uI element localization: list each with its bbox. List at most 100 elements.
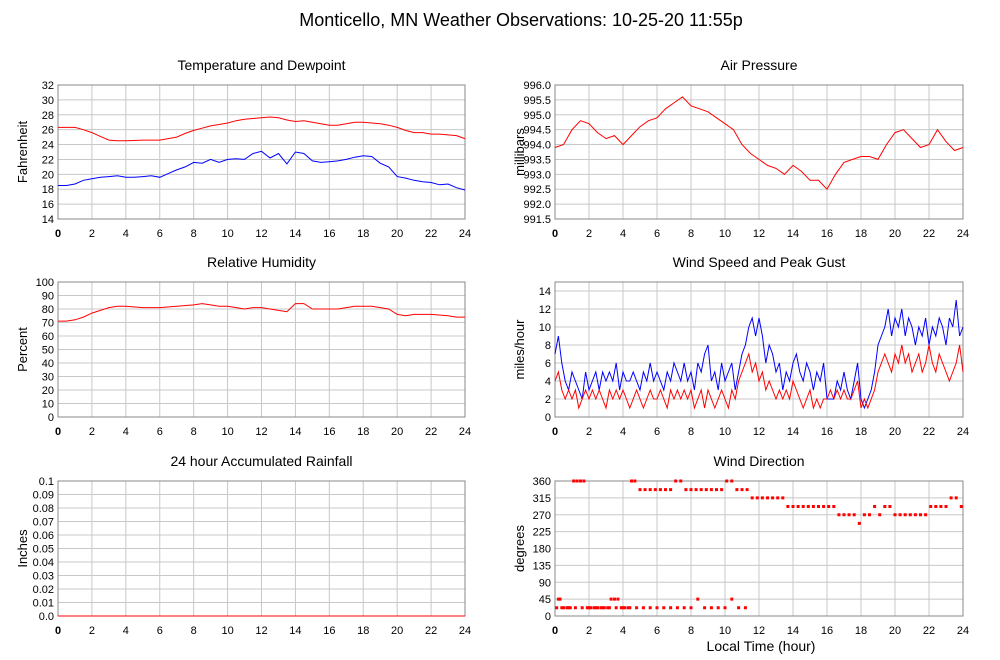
direction-point xyxy=(720,488,724,492)
direction-point xyxy=(558,597,562,601)
temp-xtick-label: 24 xyxy=(459,228,471,240)
direction-point xyxy=(737,606,741,610)
direction-point xyxy=(641,606,645,610)
direction-point xyxy=(602,606,606,610)
direction-ytick-label: 360 xyxy=(533,476,551,488)
pressure-xtick-label: 4 xyxy=(620,228,626,240)
direction-point xyxy=(893,513,897,517)
direction-point xyxy=(555,606,559,610)
direction-point xyxy=(954,496,958,500)
wind-ytick-label: 4 xyxy=(545,376,551,388)
humidity-xtick-label: 0 xyxy=(55,426,61,438)
direction-ytick-label: 0 xyxy=(545,611,551,623)
direction-point xyxy=(606,606,610,610)
direction-point xyxy=(735,488,739,492)
humidity-xtick-label: 6 xyxy=(157,426,163,438)
humidity-ytick-label: 80 xyxy=(42,304,54,316)
direction-point xyxy=(679,479,683,483)
pressure-ytick-label: 994.0 xyxy=(523,140,551,152)
direction-xtick-label: 12 xyxy=(753,625,765,637)
temp-ytick-label: 22 xyxy=(42,154,54,166)
direction-point xyxy=(755,496,759,500)
humidity-ytick-label: 10 xyxy=(42,399,54,411)
pressure-xtick-label: 16 xyxy=(821,228,833,240)
temp-plot-frame xyxy=(57,84,466,220)
temp-xtick-label: 10 xyxy=(221,228,233,240)
temp-series-2-line xyxy=(58,150,466,191)
direction-point xyxy=(709,606,713,610)
direction-xtick-label: 20 xyxy=(889,625,901,637)
temp-y-axis-label: Fahrenheit xyxy=(15,121,30,184)
humidity-plot-frame xyxy=(57,281,466,418)
direction-point xyxy=(750,496,754,500)
direction-point xyxy=(766,496,769,500)
temp-series-1-line xyxy=(58,116,466,142)
humidity-title: Relative Humidity xyxy=(207,254,316,270)
direction-point xyxy=(924,513,928,517)
direction-point xyxy=(630,479,633,483)
humidity-y-axis-label: Percent xyxy=(15,327,30,372)
direction-point xyxy=(638,488,642,492)
direction-point xyxy=(664,488,667,492)
direction-point xyxy=(648,606,652,610)
direction-point xyxy=(579,479,582,483)
humidity-ytick-label: 100 xyxy=(36,277,54,289)
temp-xtick-label: 0 xyxy=(55,228,61,240)
rain-ytick-label: 0.07 xyxy=(33,517,54,529)
direction-point xyxy=(730,479,734,483)
rain-xtick-label: 14 xyxy=(289,625,301,637)
humidity-series-1-line xyxy=(58,303,465,322)
direction-y-axis-label: degrees xyxy=(512,525,527,572)
direction-point xyxy=(669,488,673,492)
direction-point xyxy=(556,597,560,601)
direction-point xyxy=(857,521,861,525)
rain-xtick-label: 12 xyxy=(255,625,267,637)
rain-xtick-label: 16 xyxy=(323,625,335,637)
temp-title: Temperature and Dewpoint xyxy=(177,57,345,73)
temp-xtick-label: 2 xyxy=(89,228,95,240)
humidity-xtick-label: 22 xyxy=(425,426,437,438)
direction-point xyxy=(842,513,846,517)
direction-point xyxy=(888,505,892,508)
direction-point xyxy=(827,505,831,508)
pressure-xtick-label: 12 xyxy=(753,228,765,240)
direction-point xyxy=(929,505,933,508)
x-axis-label: Local Time (hour) xyxy=(707,638,816,654)
pressure-ytick-label: 993.0 xyxy=(523,169,551,181)
rain-ytick-label: 0.0 xyxy=(39,611,54,623)
direction-point xyxy=(791,505,795,508)
pressure-ytick-label: 993.5 xyxy=(523,154,551,166)
rain-ytick-label: 0.09 xyxy=(33,490,54,502)
humidity-ytick-label: 30 xyxy=(42,372,54,384)
rain-xtick-label: 4 xyxy=(123,625,129,637)
humidity-xtick-label: 16 xyxy=(323,426,335,438)
direction-ytick-label: 315 xyxy=(533,493,551,505)
rain-xtick-label: 18 xyxy=(357,625,369,637)
temp-ytick-label: 32 xyxy=(42,80,54,92)
direction-point xyxy=(699,488,703,492)
direction-point xyxy=(599,606,603,610)
direction-point xyxy=(623,606,627,610)
rain-ytick-label: 0.06 xyxy=(33,530,54,542)
humidity-ytick-label: 50 xyxy=(42,345,54,357)
direction-point xyxy=(607,606,611,610)
pressure-xtick-label: 10 xyxy=(719,228,731,240)
direction-point xyxy=(878,513,882,517)
pressure-xtick-label: 22 xyxy=(923,228,935,240)
wind-xtick-label: 22 xyxy=(923,426,935,438)
direction-point xyxy=(919,513,922,517)
pressure-ytick-label: 994.5 xyxy=(523,125,551,137)
direction-point xyxy=(643,488,647,492)
pressure-xtick-label: 14 xyxy=(787,228,799,240)
direction-ytick-label: 225 xyxy=(533,527,551,539)
direction-point xyxy=(575,479,579,483)
direction-point xyxy=(944,505,948,508)
humidity-xtick-label: 10 xyxy=(221,426,233,438)
wind-xtick-label: 8 xyxy=(688,426,694,438)
pressure-xtick-label: 18 xyxy=(855,228,867,240)
direction-point xyxy=(565,606,569,610)
direction-point xyxy=(704,488,708,492)
temp-ytick-label: 20 xyxy=(42,169,54,181)
